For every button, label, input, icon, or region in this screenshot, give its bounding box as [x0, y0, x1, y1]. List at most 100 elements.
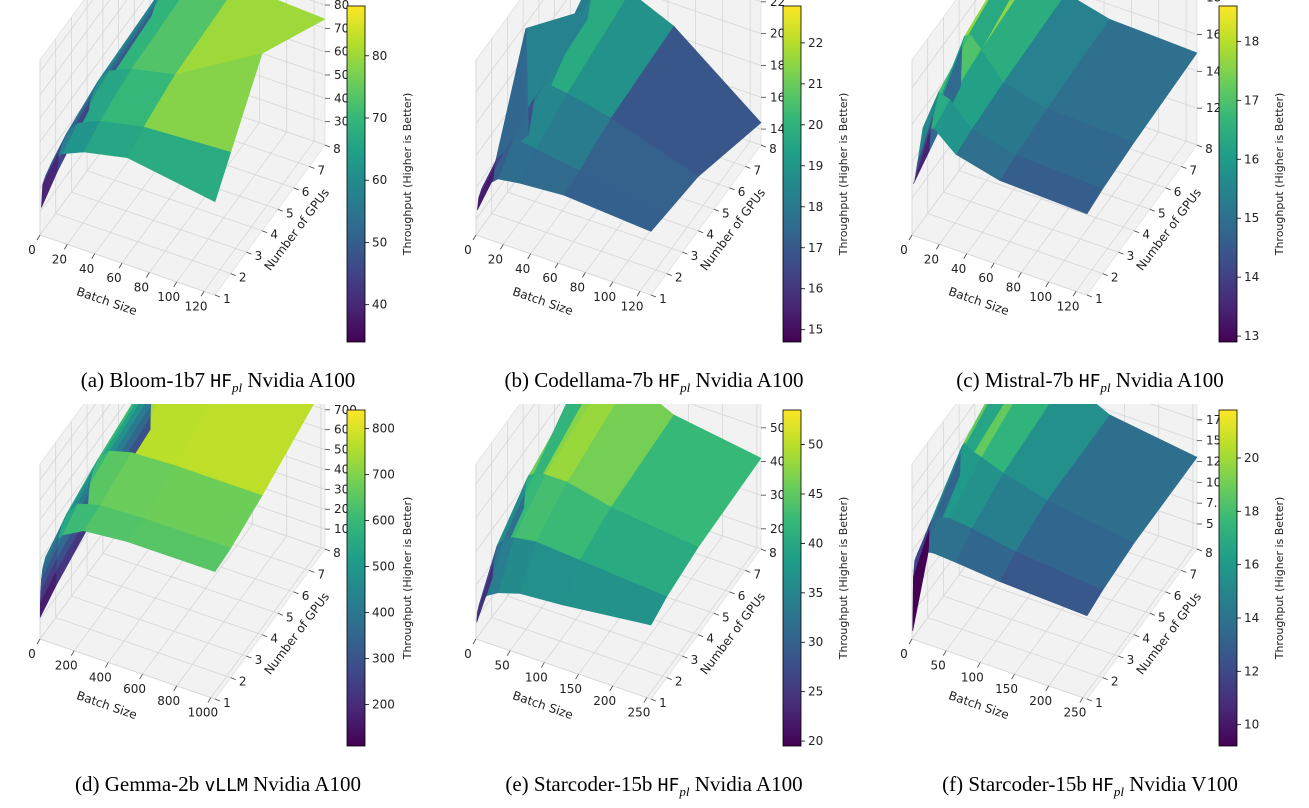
- caption-title: (e) Starcoder-15b: [505, 772, 653, 796]
- colorbar-tick-label: 30: [808, 635, 823, 649]
- colorbar-tick-label: 17: [1244, 93, 1259, 107]
- x-tick-label: 80: [134, 281, 149, 295]
- surface-patch: [476, 564, 494, 623]
- colorbar-tick-label: 700: [372, 467, 395, 481]
- y-tick-label: 2: [675, 675, 683, 689]
- colorbar-tick-label: 19: [808, 159, 823, 173]
- colorbar: [346, 5, 366, 343]
- x-tick-label: 120: [185, 299, 208, 313]
- y-tick: [246, 655, 252, 659]
- y-tick-label: 2: [239, 675, 247, 689]
- y-tick: [760, 548, 767, 552]
- y-tick: [309, 570, 315, 573]
- y-tick: [1196, 144, 1203, 148]
- y-tick-label: 6: [1174, 185, 1182, 199]
- x-tick: [173, 281, 178, 288]
- surface-patch: [912, 530, 930, 631]
- y-tick-label: 2: [1111, 675, 1119, 689]
- y-tick: [1149, 612, 1156, 616]
- y-tick: [666, 677, 672, 680]
- y-tick: [324, 548, 331, 552]
- y-tick: [230, 677, 236, 680]
- y-tick: [214, 698, 221, 702]
- x-tick: [105, 662, 109, 668]
- colorbar-tick-label: 17: [808, 241, 823, 255]
- colorbar: [782, 5, 802, 343]
- chart-panel: 0 20 40 60 80 100 120 Batch Size 1 2 3 4 5 6 7 8 Number …: [436, 0, 872, 404]
- x-axis-label: Batch Size: [947, 284, 1011, 318]
- colorbar-tick-label: 22: [808, 36, 823, 50]
- z-tick-label: 18: [770, 58, 785, 72]
- x-tick: [1045, 685, 1050, 692]
- y-tick-label: 6: [302, 589, 310, 603]
- y-tick: [1181, 166, 1187, 169]
- y-tick-label: 5: [722, 206, 730, 220]
- surface-patch: [39, 571, 57, 618]
- surface-patch: [41, 153, 59, 208]
- x-tick-label: 100: [593, 290, 616, 304]
- chart-panel: 0 200 400 600 800 1000 Batch Size 1 2 3 4 5 6 7 8 Numbe…: [0, 404, 436, 808]
- y-tick: [1118, 655, 1124, 659]
- grid-line: [86, 404, 263, 636]
- z-tick-label: 40: [770, 455, 785, 469]
- x-tick-label: 40: [79, 262, 94, 276]
- y-tick-label: 6: [1174, 589, 1182, 603]
- y-tick-label: 5: [722, 610, 730, 624]
- y-tick-label: 8: [769, 546, 777, 560]
- chart-panel: 0 20 40 60 80 100 120 Batch Size 1 2 3 4 5 6 7 8 Number …: [0, 0, 436, 404]
- x-tick: [908, 638, 913, 645]
- caption-framework: HF: [1092, 775, 1114, 796]
- y-tick: [713, 208, 720, 212]
- y-tick-label: 7: [1189, 567, 1197, 581]
- grid-line: [55, 442, 231, 678]
- z-tick-label: 16: [770, 90, 785, 104]
- z-tick-label: 70: [334, 21, 349, 35]
- y-tick-label: 4: [1142, 228, 1150, 242]
- y-tick: [1133, 634, 1140, 638]
- chart-panel: 0 50 100 150 200 250 Batch Size 1 2 3 4 5 6 7 8 Number …: [436, 404, 872, 808]
- y-tick-label: 6: [738, 589, 746, 603]
- colorbar: [1218, 5, 1238, 343]
- caption-framework: HF: [1078, 371, 1101, 392]
- caption-hardware: Nvidia A100: [694, 772, 803, 796]
- caption-framework-subscript: pl: [680, 380, 691, 396]
- x-tick: [541, 662, 545, 668]
- x-axis-label: Batch Size: [75, 284, 139, 318]
- y-tick-label: 1: [223, 696, 231, 710]
- x-tick-label: 20: [924, 252, 939, 266]
- caption-framework: HF: [657, 775, 680, 796]
- x-tick-label: 0: [464, 647, 472, 661]
- colorbar-tick-label: 80: [372, 49, 387, 63]
- z-tick-label: 30: [770, 488, 785, 502]
- x-tick: [1045, 281, 1050, 288]
- caption-framework: HF: [658, 371, 681, 392]
- x-tick-label: 60: [106, 271, 121, 285]
- grid-line: [39, 0, 94, 72]
- x-tick: [1079, 697, 1084, 703]
- y-tick-label: 3: [1127, 249, 1135, 263]
- y-tick: [261, 230, 268, 234]
- x-tick: [64, 244, 68, 250]
- y-tick: [1133, 230, 1140, 234]
- y-tick-label: 2: [675, 271, 683, 285]
- grid-line: [475, 0, 762, 124]
- y-tick-label: 8: [333, 546, 341, 560]
- grid-line: [507, 17, 683, 253]
- x-tick-label: 200: [593, 694, 616, 708]
- colorbar-tick-label: 20: [1244, 451, 1259, 465]
- x-tick-label: 250: [627, 706, 650, 720]
- y-tick-label: 1: [659, 292, 667, 306]
- y-tick: [324, 144, 331, 148]
- x-tick: [636, 291, 641, 297]
- y-tick: [713, 612, 720, 616]
- surface-patch: [477, 166, 495, 211]
- caption-hardware: Nvidia V100: [1129, 772, 1238, 796]
- y-tick: [760, 144, 767, 148]
- colorbar-tick-label: 20: [808, 734, 823, 748]
- figure-caption: (e) Starcoder-15b HFpl Nvidia A100: [436, 772, 872, 800]
- x-tick: [207, 697, 212, 703]
- colorbar-tick-label: 14: [1244, 611, 1259, 625]
- y-tick: [1196, 548, 1203, 552]
